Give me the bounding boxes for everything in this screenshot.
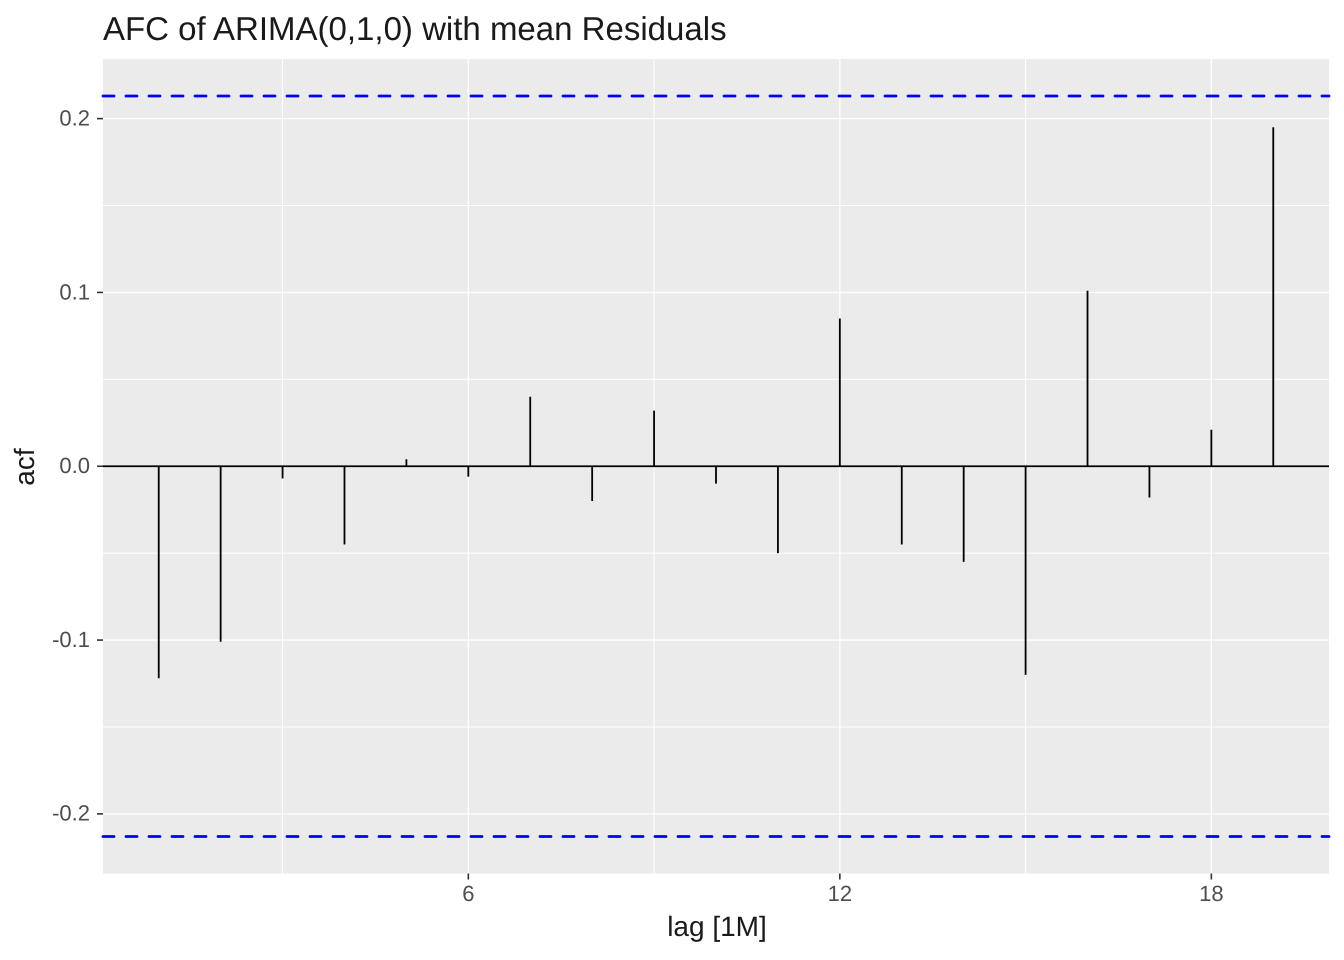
svg-text:0.2: 0.2	[59, 106, 90, 131]
svg-text:0.1: 0.1	[59, 279, 90, 304]
svg-text:12: 12	[828, 881, 852, 906]
svg-text:18: 18	[1199, 881, 1223, 906]
svg-text:6: 6	[462, 881, 474, 906]
svg-text:-0.2: -0.2	[52, 801, 90, 826]
svg-text:0.0: 0.0	[59, 453, 90, 478]
svg-text:-0.1: -0.1	[52, 627, 90, 652]
svg-text:acf: acf	[9, 448, 40, 486]
svg-text:lag [1M]: lag [1M]	[667, 911, 767, 942]
